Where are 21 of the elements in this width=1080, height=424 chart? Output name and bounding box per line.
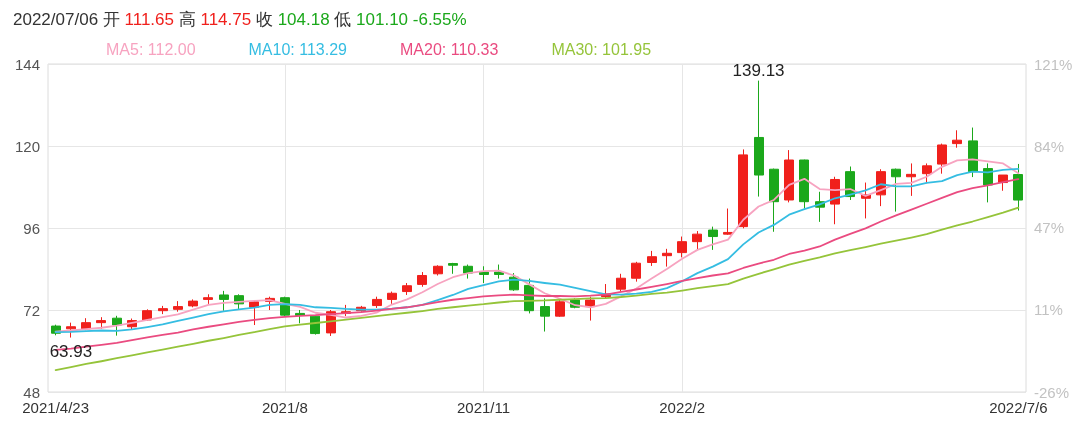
chart-title: 2022/07/06 开 111.65 高 114.75 收 104.18 低 101.10 -6.55% <box>13 10 467 29</box>
x-tick-label: 2021/4/23 <box>22 399 90 416</box>
text: MA20: 110.33 <box>399 40 499 58</box>
y2-tick-label: 84% <box>1034 137 1065 155</box>
y-tick-label: 48 <box>23 383 40 401</box>
y-tick-label: 72 <box>23 301 40 319</box>
text: MA10: 113.29 <box>248 40 348 58</box>
y2-tick-label: 11% <box>1034 301 1063 319</box>
y-tick-label: 96 <box>23 219 40 237</box>
y-tick-label: 144 <box>14 55 40 73</box>
x-tick-label: 2021/11 <box>456 399 511 416</box>
annotation: 139.13 <box>732 60 785 80</box>
y2-tick-label: -26% <box>1034 383 1070 401</box>
text: MA30: 101.95 <box>551 40 652 58</box>
y2-tick-label: 47% <box>1034 219 1065 237</box>
x-tick-label: 2022/2 <box>659 399 706 416</box>
x-tick-label: 2021/8 <box>261 399 308 416</box>
y-tick-label: 120 <box>14 137 40 155</box>
text: MA5: 112.00 <box>106 40 196 58</box>
x-tick-label: 2022/7/6 <box>989 399 1048 416</box>
y2-tick-label: 121% <box>1034 55 1073 73</box>
